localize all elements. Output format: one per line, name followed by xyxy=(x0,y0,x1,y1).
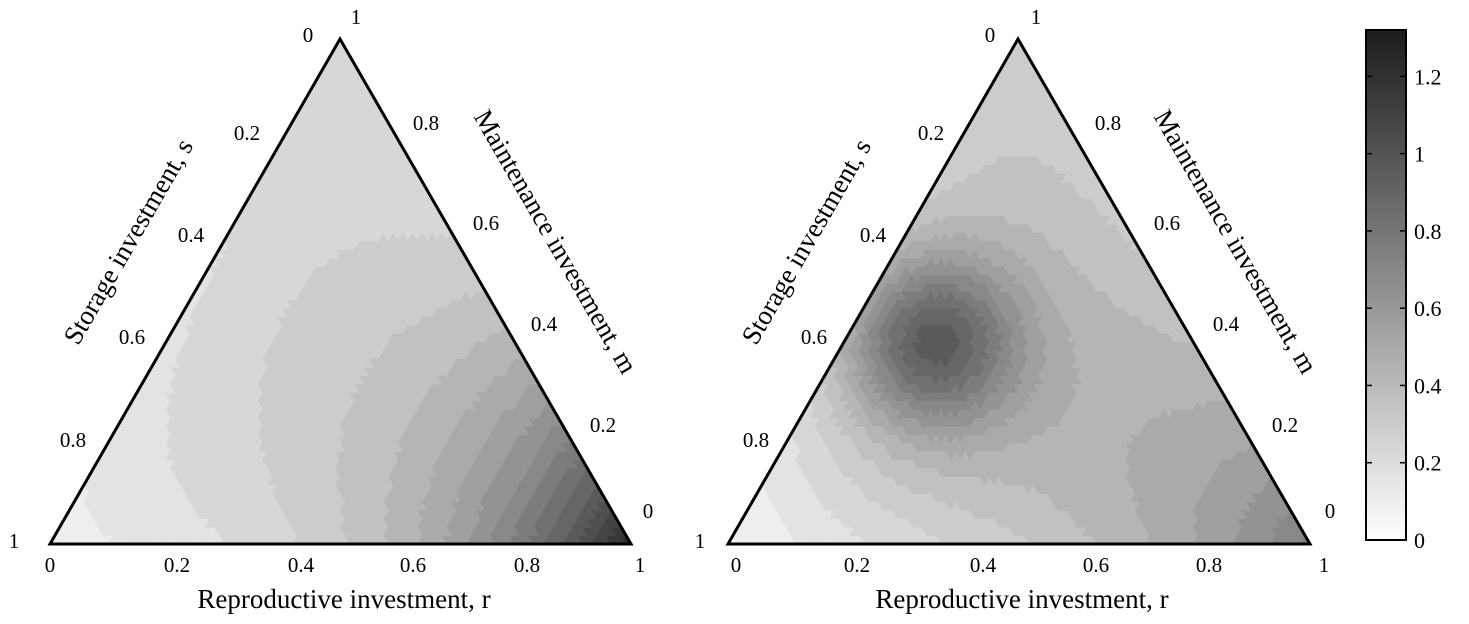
left-tick-label: 1 xyxy=(9,529,20,553)
left-tick-label: 0 xyxy=(303,23,314,47)
right-tick-label: 0.2 xyxy=(590,413,616,437)
left-tick-label: 0.8 xyxy=(60,428,86,452)
bottom-tick-label: 0.4 xyxy=(288,553,315,577)
right-tick-label: 0.8 xyxy=(413,111,439,135)
right-tick-label: 0.6 xyxy=(473,211,499,235)
bottom-tick-label: 0.8 xyxy=(514,553,540,577)
ternary-plot-right: 0 0.2 0.4 0.6 0.8 1 0 0.2 0.4 0.6 0.8 1 … xyxy=(695,5,1336,614)
bottom-tick-label: 0.2 xyxy=(164,553,190,577)
bottom-tick-label: 1 xyxy=(635,553,646,577)
bottom-tick-label: 0 xyxy=(45,553,56,577)
x-axis-label: Reproductive investment, r xyxy=(197,584,490,614)
ternary-plot-left: 0 0.2 0.4 0.6 0.8 1 0 0.2 0.4 0.6 0.8 1 … xyxy=(9,5,654,614)
right-tick-label: 0 xyxy=(643,499,654,523)
right-tick-label: 1 xyxy=(351,5,362,29)
right-tick-label: 0.4 xyxy=(531,312,558,336)
contour-fill-right xyxy=(727,38,1311,545)
contour-fill-left xyxy=(49,38,632,545)
bottom-tick-label: 0.6 xyxy=(400,553,426,577)
left-tick-label: 0.4 xyxy=(178,223,205,247)
left-tick-label: 0.6 xyxy=(119,325,145,349)
left-tick-label: 0.2 xyxy=(234,121,260,145)
